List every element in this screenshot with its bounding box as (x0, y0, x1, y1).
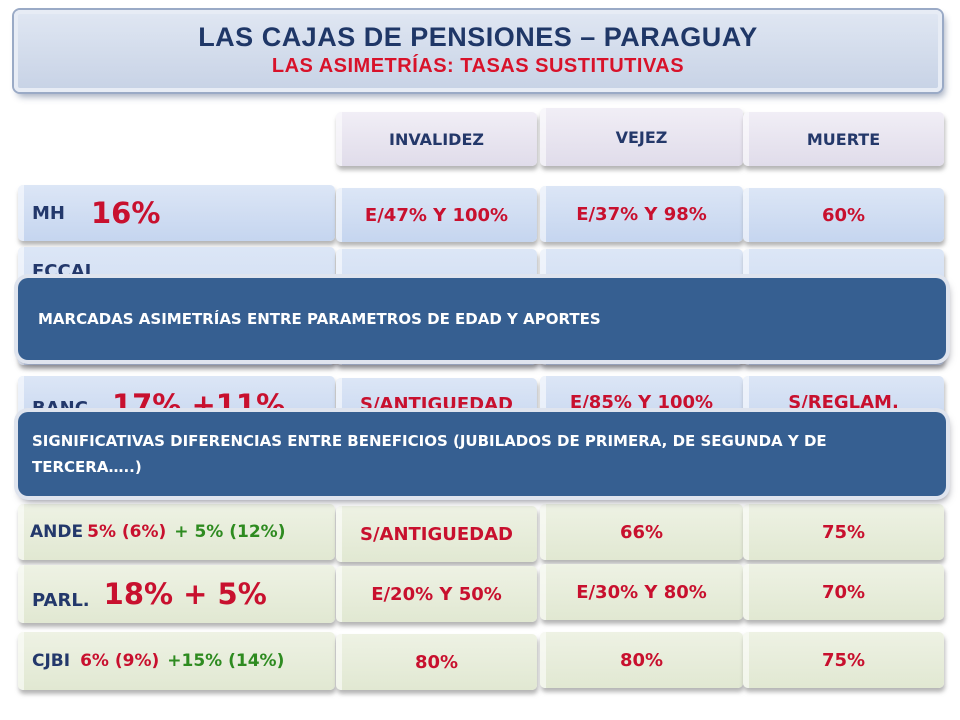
row-name-fccal: FCCAL (32, 261, 97, 282)
row-name-mh: MH (32, 202, 65, 224)
diferencias-banner-text: SIGNIFICATIVAS DIFERENCIAS ENTRE BENEFIC… (32, 432, 827, 476)
row-rate-cjbi-extra: +15% (14%) (167, 651, 285, 671)
value-banc-muerte: S/REGLAM. (788, 392, 899, 413)
row-label-parl: PARL. 18% + 5% (18, 565, 335, 623)
asimetrias-banner: MARCADAS ASIMETRÍAS ENTRE PARAMETROS DE … (18, 278, 946, 360)
row-label-cjbi: CJBI 6% (9%) +15% (14%) (18, 632, 335, 690)
cell-parl-muerte: 70% (743, 564, 944, 620)
row-label-mh: MH 16% (18, 185, 335, 241)
row-name-cjbi: CJBI (32, 651, 71, 671)
header-invalidez-label: INVALIDEZ (389, 129, 484, 149)
header-muerte: MUERTE (743, 112, 944, 166)
row-rate-parl: 18% + 5% (103, 577, 267, 611)
value-cjbi-muerte: 75% (821, 649, 866, 671)
value-cjbi-vejez: 80% (619, 649, 664, 671)
cell-ande-muerte: 75% (743, 504, 944, 560)
value-parl-muerte: 70% (821, 581, 866, 603)
page-title: LAS CAJAS DE PENSIONES – PARAGUAY (198, 22, 758, 52)
value-parl-vejez: E/30% Y 80% (576, 581, 707, 603)
value-ande-invalidez: S/ANTIGUEDAD (359, 523, 513, 545)
value-ande-vejez: 66% (619, 521, 664, 543)
title-box: LAS CAJAS DE PENSIONES – PARAGUAY LAS AS… (14, 10, 942, 92)
header-muerte-label: MUERTE (806, 129, 881, 149)
cell-mh-invalidez: E/47% Y 100% (336, 188, 537, 242)
row-name-ande: ANDE (30, 522, 84, 542)
value-ande-muerte: 75% (821, 521, 866, 543)
header-vejez-label: VEJEZ (615, 127, 668, 147)
cell-cjbi-invalidez: 80% (336, 634, 537, 690)
value-mh-muerte: 60% (821, 204, 866, 226)
cell-mh-muerte: 60% (743, 188, 944, 242)
cell-parl-invalidez: E/20% Y 50% (336, 566, 537, 622)
row-name-parl: PARL. (32, 589, 90, 611)
row-rate-mh: 16% (90, 196, 161, 230)
row-label-ande: ANDE 5% (6%) + 5% (12%) (18, 504, 335, 560)
header-vejez: VEJEZ (540, 108, 743, 166)
value-banc-vejez: E/85% Y 100% (569, 392, 714, 413)
cell-ande-vejez: 66% (540, 504, 743, 560)
value-mh-invalidez: E/47% Y 100% (364, 204, 509, 226)
value-mh-vejez: E/37% Y 98% (576, 203, 707, 225)
cell-mh-vejez: E/37% Y 98% (540, 186, 743, 242)
cell-cjbi-vejez: 80% (540, 632, 743, 688)
row-rate-ande-extra: + 5% (12%) (174, 522, 286, 542)
cell-ande-invalidez: S/ANTIGUEDAD (336, 506, 537, 562)
cell-parl-vejez: E/30% Y 80% (540, 564, 743, 620)
value-parl-invalidez: E/20% Y 50% (371, 583, 502, 605)
value-banc-invalidez: S/ANTIGUEDAD (359, 394, 513, 415)
row-rate-cjbi-base: 6% (9%) (80, 651, 160, 671)
cell-cjbi-muerte: 75% (743, 632, 944, 688)
header-invalidez: INVALIDEZ (336, 112, 537, 166)
value-cjbi-invalidez: 80% (414, 651, 459, 673)
row-rate-ande-base: 5% (6%) (87, 522, 167, 542)
page-subtitle: LAS ASIMETRÍAS: TASAS SUSTITUTIVAS (271, 55, 685, 77)
asimetrias-banner-text: MARCADAS ASIMETRÍAS ENTRE PARAMETROS DE … (38, 310, 601, 328)
diferencias-banner: SIGNIFICATIVAS DIFERENCIAS ENTRE BENEFIC… (18, 412, 946, 496)
